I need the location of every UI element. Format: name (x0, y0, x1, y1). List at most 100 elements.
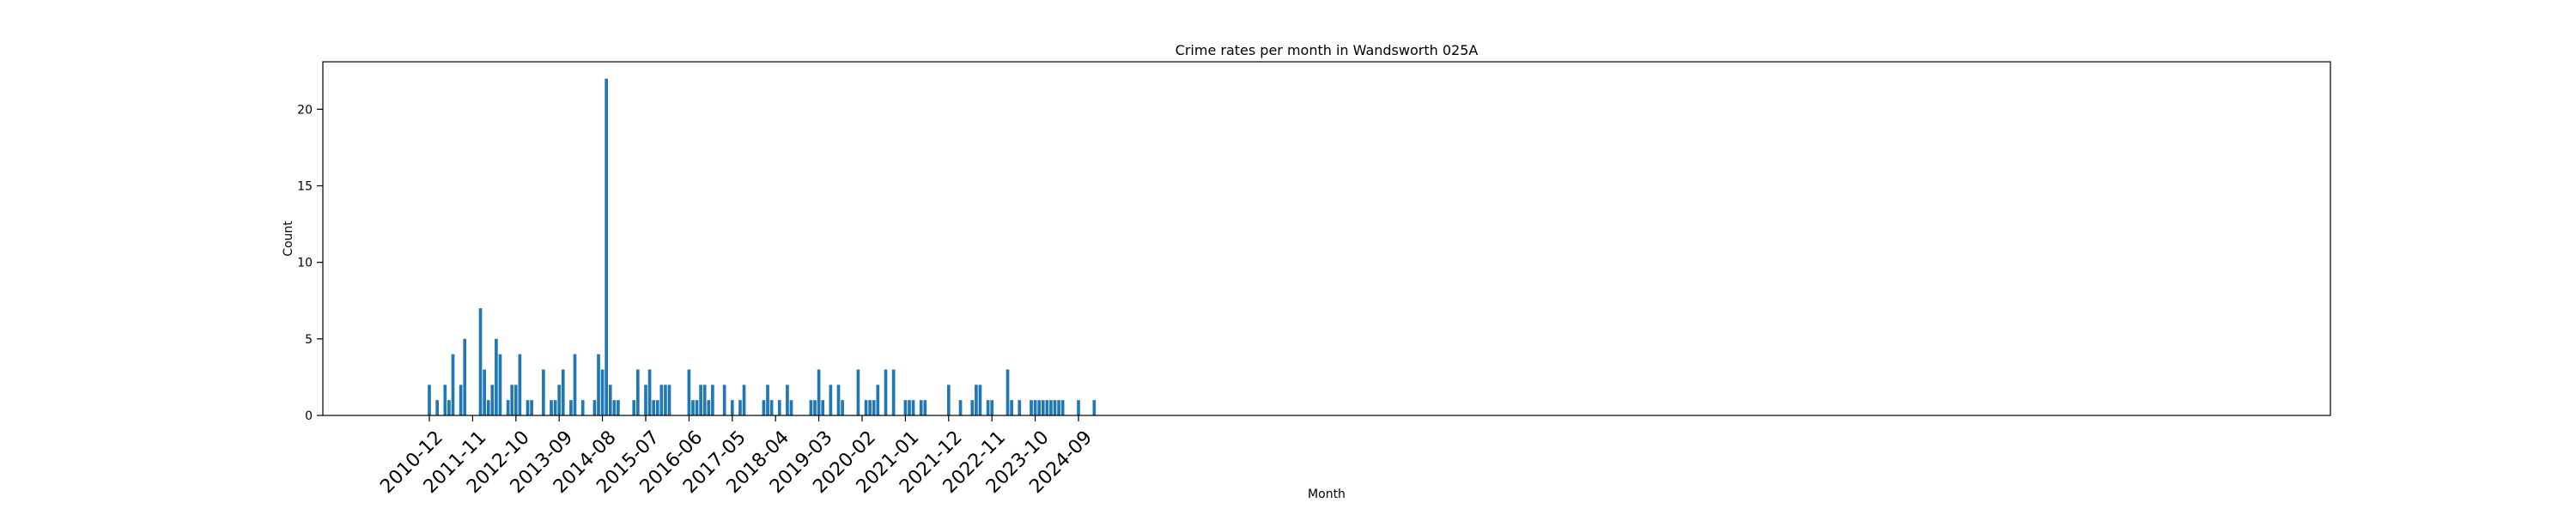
bar-2019-08 (836, 385, 841, 415)
bar-2015-07 (644, 385, 647, 415)
bar-2014-10 (608, 385, 612, 415)
bar-2012-04 (490, 385, 495, 415)
bar-2013-01 (526, 400, 530, 415)
bar-2018-02 (766, 385, 769, 415)
bar-2018-08 (789, 400, 793, 415)
bar-2024-05 (1060, 400, 1065, 415)
bar-2015-12 (664, 385, 667, 415)
bar-2016-12 (711, 385, 714, 415)
bar-2014-07 (597, 354, 600, 415)
bar-2025-01 (1092, 400, 1097, 415)
bar-2024-03 (1053, 400, 1057, 415)
y-tick-label-10: 10 (297, 257, 313, 270)
bar-2013-10 (561, 369, 565, 415)
bar-2017-03 (722, 385, 726, 415)
bar-2022-10 (986, 400, 990, 415)
bar-2022-08 (978, 385, 982, 415)
bar-2014-01 (573, 354, 577, 415)
bar-2011-09 (463, 338, 467, 415)
bar-2013-05 (542, 369, 545, 415)
bar-2021-06 (923, 400, 927, 415)
bar-2013-09 (557, 385, 562, 415)
bar-2011-04 (443, 385, 447, 415)
bar-2018-03 (769, 400, 774, 415)
bar-2021-01 (903, 400, 908, 415)
bar-2012-02 (483, 369, 486, 415)
bar-2015-04 (632, 400, 636, 415)
bar-2018-07 (786, 385, 789, 415)
bar-2022-06 (970, 400, 975, 415)
bar-2014-09 (605, 78, 609, 416)
bar-2022-03 (958, 400, 963, 415)
y-tick-label-20: 20 (297, 103, 313, 117)
y-tick-label-0: 0 (305, 409, 313, 423)
bar-2023-04 (1010, 400, 1013, 415)
bar-2012-06 (498, 354, 502, 415)
bar-2021-12 (946, 385, 951, 415)
y-tick-label-5: 5 (305, 333, 313, 347)
bar-2018-05 (777, 400, 781, 415)
bar-2015-11 (659, 385, 664, 415)
bar-2018-01 (762, 400, 766, 415)
bar-2020-01 (856, 369, 860, 415)
x-axis-ticks: 2010-122011-112012-102013-092014-082015-… (376, 415, 1097, 498)
bar-2012-01 (478, 308, 483, 415)
bar-2014-08 (600, 369, 605, 415)
bar-2014-12 (617, 400, 620, 415)
bar-2024-04 (1057, 400, 1060, 415)
bar-2021-03 (911, 400, 915, 415)
bar-2020-10 (891, 369, 896, 415)
bars-group (428, 78, 1097, 416)
y-tick-label-15: 15 (297, 179, 313, 193)
bar-2012-05 (495, 338, 498, 415)
bar-2010-12 (428, 385, 431, 415)
plot-frame (322, 61, 2331, 416)
bar-2019-04 (821, 400, 825, 415)
bar-2020-03 (864, 400, 868, 415)
bar-2019-01 (809, 400, 813, 415)
bar-2023-03 (1005, 369, 1010, 415)
bar-2023-09 (1030, 400, 1033, 415)
bar-2014-11 (612, 400, 617, 415)
bar-2016-08 (695, 400, 699, 415)
bar-2019-09 (841, 400, 844, 415)
bar-2015-08 (647, 369, 652, 415)
bar-2012-11 (518, 354, 522, 415)
bar-2023-12 (1041, 400, 1045, 415)
bar-2021-05 (919, 400, 923, 415)
bar-2017-07 (738, 400, 742, 415)
chart-title: Crime rates per month in Wandsworth 025A (1176, 42, 1479, 58)
bar-2014-03 (580, 400, 585, 415)
bar-2023-11 (1037, 400, 1042, 415)
bar-2020-05 (872, 400, 876, 415)
bar-2022-11 (990, 400, 994, 415)
bar-2016-07 (691, 400, 695, 415)
bar-2015-09 (652, 400, 655, 415)
y-axis-label: Count (282, 221, 295, 257)
bar-2013-02 (530, 400, 533, 415)
bar-2016-01 (667, 385, 671, 415)
bar-2017-08 (742, 385, 746, 415)
bar-2019-06 (829, 385, 833, 415)
bar-2024-09 (1077, 400, 1080, 415)
bar-2020-04 (868, 400, 872, 415)
bar-2016-09 (699, 385, 702, 415)
bar-2011-02 (435, 400, 439, 415)
bar-2021-02 (908, 400, 911, 415)
bar-2020-06 (876, 385, 880, 415)
bar-2012-03 (486, 400, 490, 415)
bar-2013-07 (550, 400, 553, 415)
bar-2014-06 (592, 400, 597, 415)
bar-2023-06 (1018, 400, 1022, 415)
bar-2019-02 (813, 400, 817, 415)
bar-2015-10 (655, 400, 659, 415)
bar-2011-05 (447, 400, 451, 415)
bar-2017-05 (730, 400, 734, 415)
x-axis-label: Month (1308, 488, 1346, 501)
bar-2020-08 (884, 369, 888, 415)
bar-2013-08 (553, 400, 557, 415)
bar-2012-08 (506, 400, 510, 415)
bar-2023-10 (1033, 400, 1037, 415)
bar-2024-01 (1045, 400, 1049, 415)
